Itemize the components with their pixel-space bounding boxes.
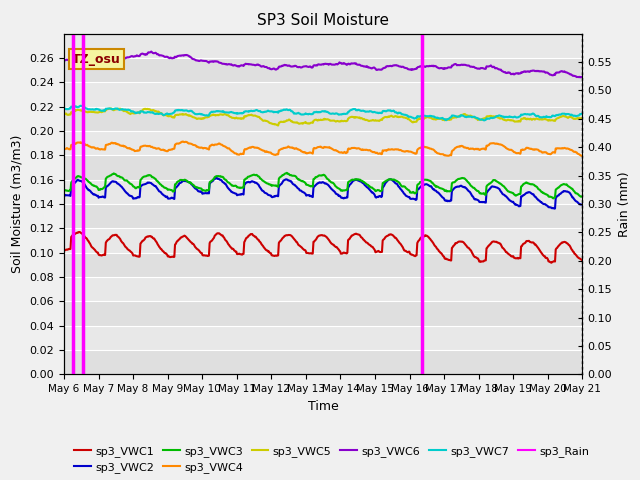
sp3_VWC7 — [481, 118, 488, 123]
sp3_VWC3 — [60, 188, 68, 193]
Line: sp3_VWC2: sp3_VWC2 — [64, 178, 582, 209]
Bar — [64, 350, 582, 374]
sp3_VWC5 — [579, 116, 586, 121]
sp3_VWC6 — [147, 48, 155, 54]
Text: TZ_osu: TZ_osu — [72, 53, 120, 66]
sp3_VWC7 — [579, 111, 586, 117]
sp3_VWC2 — [203, 191, 211, 196]
Bar — [64, 156, 582, 180]
Bar — [64, 107, 582, 131]
sp3_VWC6 — [123, 55, 131, 60]
sp3_VWC3 — [175, 178, 183, 184]
sp3_VWC1 — [548, 260, 556, 265]
sp3_VWC2 — [123, 190, 131, 196]
sp3_VWC5 — [176, 111, 184, 117]
sp3_VWC5 — [60, 110, 68, 116]
sp3_VWC2 — [70, 182, 77, 188]
sp3_VWC6 — [70, 56, 77, 61]
sp3_VWC2 — [550, 206, 558, 212]
sp3_VWC3 — [203, 187, 211, 193]
sp3_VWC6 — [579, 74, 586, 80]
sp3_VWC4 — [175, 141, 183, 146]
sp3_VWC6 — [577, 74, 584, 80]
Y-axis label: Soil Moisture (m3/m3): Soil Moisture (m3/m3) — [11, 135, 24, 273]
sp3_VWC6 — [176, 53, 184, 59]
sp3_VWC7 — [402, 112, 410, 118]
sp3_VWC1 — [76, 229, 84, 235]
sp3_VWC5 — [70, 109, 77, 115]
sp3_VWC6 — [387, 63, 394, 69]
Bar — [64, 301, 582, 326]
sp3_VWC3 — [402, 185, 410, 191]
sp3_VWC3 — [550, 195, 557, 201]
sp3_VWC5 — [124, 109, 131, 115]
sp3_VWC5 — [106, 106, 114, 111]
sp3_VWC5 — [204, 115, 211, 120]
sp3_VWC4 — [387, 147, 394, 153]
sp3_VWC4 — [70, 142, 77, 147]
sp3_VWC4 — [123, 145, 131, 151]
sp3_VWC1 — [204, 253, 211, 259]
sp3_VWC7 — [204, 113, 211, 119]
sp3_VWC2 — [402, 193, 410, 199]
sp3_VWC1 — [579, 257, 586, 263]
sp3_VWC5 — [387, 113, 395, 119]
sp3_VWC1 — [402, 248, 410, 254]
Title: SP3 Soil Moisture: SP3 Soil Moisture — [257, 13, 389, 28]
sp3_VWC4 — [179, 139, 187, 144]
Y-axis label: Rain (mm): Rain (mm) — [618, 171, 630, 237]
Line: sp3_VWC4: sp3_VWC4 — [64, 142, 582, 156]
sp3_VWC3 — [70, 176, 77, 182]
sp3_VWC1 — [124, 246, 131, 252]
sp3_VWC3 — [579, 194, 586, 200]
Bar — [64, 252, 582, 277]
X-axis label: Time: Time — [308, 400, 339, 413]
sp3_VWC4 — [60, 146, 68, 152]
Bar — [64, 204, 582, 228]
sp3_VWC2 — [60, 192, 68, 197]
Line: sp3_VWC6: sp3_VWC6 — [64, 51, 582, 77]
sp3_VWC2 — [212, 175, 220, 180]
sp3_VWC2 — [175, 180, 183, 186]
sp3_VWC1 — [70, 232, 77, 238]
sp3_VWC7 — [124, 107, 131, 113]
Legend: sp3_VWC1, sp3_VWC2, sp3_VWC3, sp3_VWC4, sp3_VWC5, sp3_VWC6, sp3_VWC7, sp3_Rain: sp3_VWC1, sp3_VWC2, sp3_VWC3, sp3_VWC4, … — [70, 441, 594, 478]
sp3_VWC7 — [70, 104, 77, 109]
sp3_VWC5 — [403, 115, 410, 121]
Line: sp3_VWC1: sp3_VWC1 — [64, 232, 582, 263]
Line: sp3_VWC3: sp3_VWC3 — [64, 173, 582, 198]
sp3_VWC3 — [123, 178, 131, 183]
sp3_VWC7 — [176, 107, 184, 113]
sp3_VWC7 — [387, 108, 394, 113]
sp3_VWC4 — [579, 153, 586, 159]
sp3_VWC2 — [387, 177, 394, 182]
sp3_VWC7 — [77, 103, 84, 108]
Bar — [64, 58, 582, 82]
sp3_VWC3 — [283, 170, 291, 176]
sp3_VWC4 — [402, 148, 410, 154]
sp3_VWC4 — [204, 146, 211, 152]
sp3_VWC2 — [579, 202, 586, 208]
sp3_VWC6 — [402, 65, 410, 71]
sp3_VWC3 — [387, 177, 394, 182]
sp3_VWC6 — [204, 59, 211, 64]
Line: sp3_VWC7: sp3_VWC7 — [64, 106, 582, 120]
sp3_VWC7 — [60, 106, 68, 112]
sp3_VWC6 — [60, 58, 68, 63]
sp3_VWC1 — [60, 247, 68, 253]
sp3_VWC1 — [176, 236, 184, 241]
sp3_VWC5 — [275, 123, 282, 129]
Line: sp3_VWC5: sp3_VWC5 — [64, 108, 582, 126]
sp3_VWC1 — [387, 231, 394, 237]
